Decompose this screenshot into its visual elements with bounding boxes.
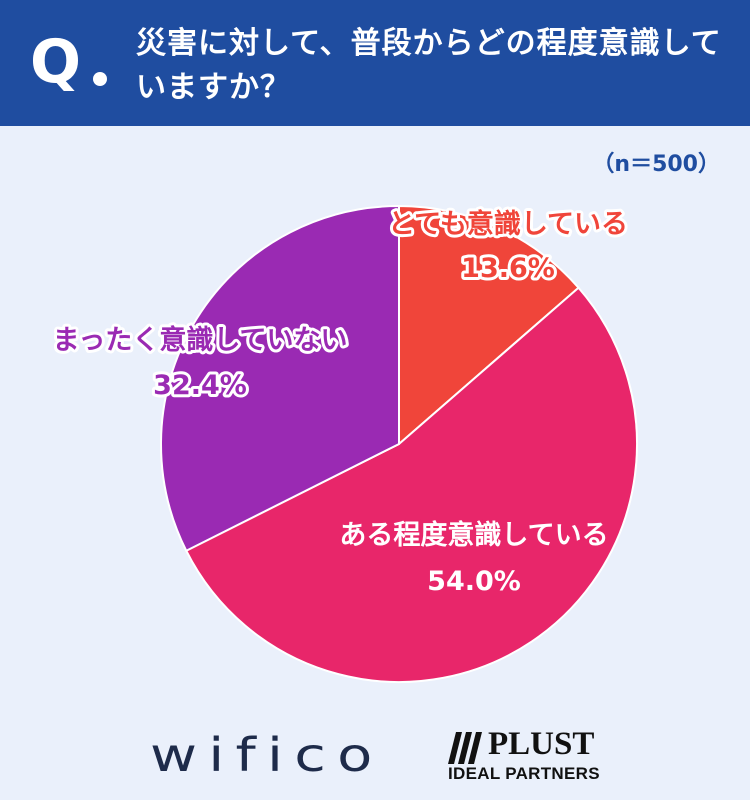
sample-size: （n＝500） xyxy=(592,152,720,177)
pie-slice-2 xyxy=(184,286,638,683)
logo-bar: wifico PLUST IDEAL PARTNERS xyxy=(0,720,750,790)
slice-value-3: 32.4% xyxy=(153,370,247,401)
plust-subtitle: IDEAL PARTNERS xyxy=(448,764,600,783)
plust-name: PLUST xyxy=(488,726,595,762)
pie-slice-3 xyxy=(160,204,400,553)
pie-slice-1 xyxy=(398,204,580,447)
q-label: Q xyxy=(30,27,82,97)
wifico-logo: wifico xyxy=(150,728,384,782)
slice-value-2: 54.0% xyxy=(427,566,521,597)
plust-mark-icon xyxy=(448,732,482,764)
slice-label-1: とても意識している xyxy=(388,208,628,240)
slice-label-3: まったく意識していない xyxy=(52,324,347,356)
slice-label-2: ある程度意識している xyxy=(339,519,608,551)
question-text: 災害に対して、普段からどの程度意識していますか？ xyxy=(136,26,722,105)
slice-value-1: 13.6% xyxy=(461,253,555,284)
q-dot xyxy=(93,72,107,86)
question-header: Q 災害に対して、普段からどの程度意識していますか？ xyxy=(0,0,750,126)
